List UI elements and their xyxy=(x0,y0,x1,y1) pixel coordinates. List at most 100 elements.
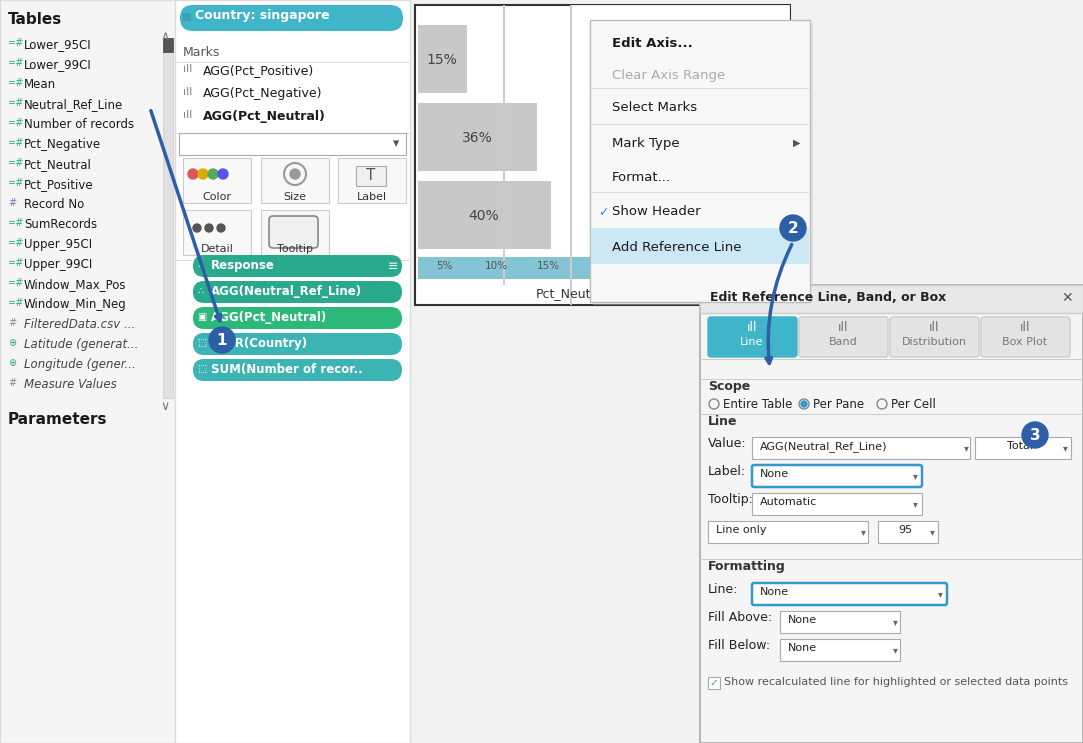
Text: SumRecords: SumRecords xyxy=(24,218,97,231)
Circle shape xyxy=(780,215,806,241)
Circle shape xyxy=(801,401,807,407)
Text: AGG(Pct_Positive): AGG(Pct_Positive) xyxy=(203,64,314,77)
Bar xyxy=(780,611,900,633)
Text: Label: Label xyxy=(357,192,387,202)
Text: ✕: ✕ xyxy=(1061,291,1073,305)
Circle shape xyxy=(218,169,229,179)
Text: 35%: 35% xyxy=(747,261,770,271)
Text: None: None xyxy=(788,615,818,625)
Bar xyxy=(700,414,1083,415)
Bar xyxy=(975,437,1071,459)
Text: 10%: 10% xyxy=(485,261,508,271)
Circle shape xyxy=(188,169,198,179)
FancyBboxPatch shape xyxy=(193,281,402,303)
Text: ▾: ▾ xyxy=(913,499,917,509)
Text: Lower_95CI: Lower_95CI xyxy=(24,38,92,51)
Text: Neutral_Ref_Line: Neutral_Ref_Line xyxy=(24,98,123,111)
FancyBboxPatch shape xyxy=(193,359,402,381)
Text: ıll: ıll xyxy=(747,321,757,334)
Text: Window_Max_Pos: Window_Max_Pos xyxy=(24,278,127,291)
Text: Total: Total xyxy=(1007,441,1033,451)
Text: AGG(Neutral_Ref_Line): AGG(Neutral_Ref_Line) xyxy=(760,441,887,452)
Text: Mean: Mean xyxy=(24,78,56,91)
Bar xyxy=(570,5,572,305)
Text: ▣: ▣ xyxy=(197,312,206,322)
Text: Response: Response xyxy=(211,259,275,272)
Text: ıll: ıll xyxy=(1020,321,1030,334)
FancyBboxPatch shape xyxy=(708,317,797,357)
FancyBboxPatch shape xyxy=(180,5,403,31)
FancyBboxPatch shape xyxy=(890,317,979,357)
Text: Value:: Value: xyxy=(708,437,746,450)
Text: Box Plot: Box Plot xyxy=(1003,337,1047,347)
Text: Pct_Neutral: Pct_Neutral xyxy=(536,287,608,300)
Text: ıll: ıll xyxy=(183,64,193,74)
Text: Measure Values: Measure Values xyxy=(24,378,117,391)
Text: ▾: ▾ xyxy=(913,471,917,481)
Text: Edit Reference Line, Band, or Box: Edit Reference Line, Band, or Box xyxy=(710,291,947,304)
FancyBboxPatch shape xyxy=(799,317,888,357)
Text: Upper_95CI: Upper_95CI xyxy=(24,238,92,251)
Text: ∴: ∴ xyxy=(197,286,204,296)
Bar xyxy=(356,166,386,186)
Text: #: # xyxy=(8,378,16,388)
Text: Pct_Positive: Pct_Positive xyxy=(24,178,93,191)
Circle shape xyxy=(209,327,235,353)
Bar xyxy=(593,23,813,305)
Text: Fill Above:: Fill Above: xyxy=(708,611,772,624)
Text: Entire Table: Entire Table xyxy=(723,398,793,411)
Text: =#: =# xyxy=(8,158,24,168)
Text: ıll: ıll xyxy=(183,110,193,120)
Text: 2: 2 xyxy=(787,221,798,236)
Text: 5%: 5% xyxy=(435,261,453,271)
Bar xyxy=(700,559,1083,560)
Circle shape xyxy=(208,169,218,179)
Text: ∨: ∨ xyxy=(160,400,170,413)
Text: None: None xyxy=(760,587,790,597)
Text: 20%: 20% xyxy=(590,261,613,271)
Bar xyxy=(261,210,329,255)
Text: =#: =# xyxy=(8,138,24,148)
Bar xyxy=(570,5,790,257)
Text: Format...: Format... xyxy=(612,171,671,184)
Text: ATTR(Country): ATTR(Country) xyxy=(211,337,309,350)
Bar xyxy=(415,5,790,305)
Text: ▶: ▶ xyxy=(793,138,800,148)
Text: #: # xyxy=(8,318,16,328)
Text: ▾: ▾ xyxy=(964,443,968,453)
Text: ⊕: ⊕ xyxy=(8,358,16,368)
Text: ▾: ▾ xyxy=(929,527,935,537)
Text: Record No: Record No xyxy=(24,198,84,211)
Text: ▾: ▾ xyxy=(393,137,400,150)
Text: 95: 95 xyxy=(898,525,912,535)
Bar xyxy=(183,210,251,255)
Text: ▾: ▾ xyxy=(892,645,898,655)
Circle shape xyxy=(1022,422,1048,448)
Text: 25%: 25% xyxy=(642,261,665,271)
Text: Show recalculated line for highlighted or selected data points: Show recalculated line for highlighted o… xyxy=(725,677,1068,687)
Text: #: # xyxy=(8,198,16,208)
Text: Add Reference Line: Add Reference Line xyxy=(612,241,742,254)
Bar xyxy=(338,158,406,203)
Circle shape xyxy=(217,224,225,232)
Text: Line: Line xyxy=(741,337,764,347)
Text: 40%: 40% xyxy=(469,209,499,223)
Bar xyxy=(418,25,467,93)
Text: Number of records: Number of records xyxy=(24,118,134,131)
Text: Fill Below:: Fill Below: xyxy=(708,639,770,652)
Bar xyxy=(418,257,785,279)
Text: ıll: ıll xyxy=(929,321,939,334)
Text: Line only: Line only xyxy=(716,525,767,535)
Circle shape xyxy=(198,169,208,179)
Text: Distribution: Distribution xyxy=(901,337,966,347)
Text: Size: Size xyxy=(284,192,306,202)
Bar xyxy=(700,285,1083,313)
Text: Line:: Line: xyxy=(708,583,739,596)
Text: Tooltip:: Tooltip: xyxy=(708,493,753,506)
Bar xyxy=(752,437,970,459)
Text: Longitude (gener...: Longitude (gener... xyxy=(24,358,135,371)
Text: ✓: ✓ xyxy=(598,206,609,219)
Bar xyxy=(183,13,191,21)
Text: =#: =# xyxy=(8,38,24,48)
Bar xyxy=(780,639,900,661)
